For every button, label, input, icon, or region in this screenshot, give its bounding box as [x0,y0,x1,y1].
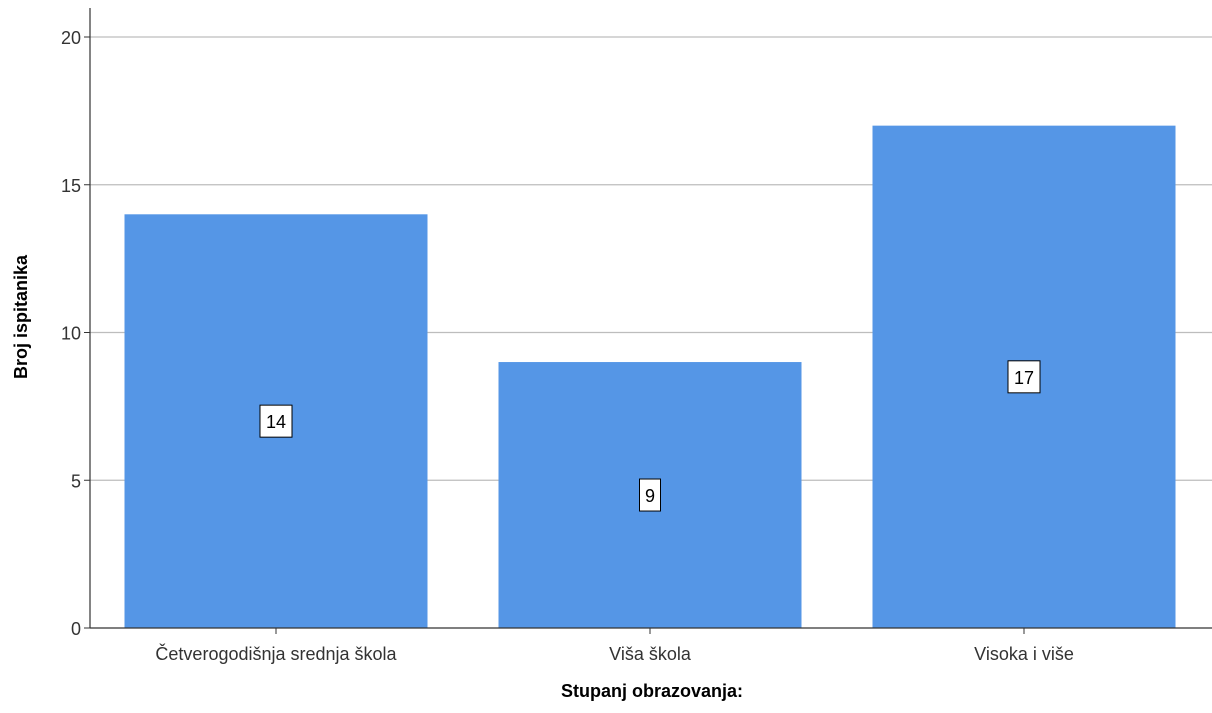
data-label-box [1007,360,1041,394]
axes: 0 5 10 15 20 Četverogodišnja srednja škola Viš… [61,8,1212,664]
x-tick-label: Četverogodišnja srednja škola [155,643,397,664]
data-label: 14 [266,412,286,432]
y-axis-title: Broj ispitanika [11,254,31,379]
x-axis-title: Stupanj obrazovanja: [561,681,743,701]
data-labels: 14 9 17 [259,360,1041,512]
y-tick-label: 0 [71,619,81,639]
y-tick-label: 15 [61,176,81,196]
y-tick-label: 20 [61,28,81,48]
data-label: 17 [1014,368,1034,388]
y-tick-label: 10 [61,324,81,344]
x-tick-label: Visoka i više [974,644,1074,664]
data-label: 9 [645,486,655,506]
data-label-box [639,478,661,512]
data-label-box [259,404,293,438]
x-tick-label: Viša škola [609,644,692,664]
y-tick-label: 5 [71,471,81,491]
